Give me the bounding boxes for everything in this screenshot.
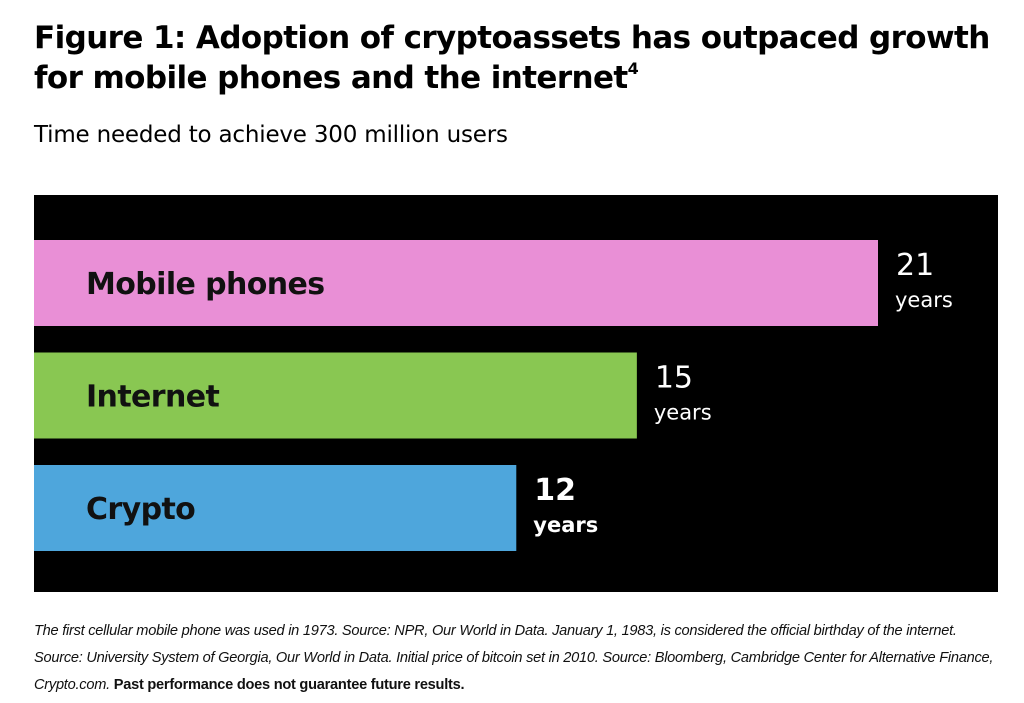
bar-chart: Mobile phones 21 years Internet 15 years Crypt… <box>34 195 998 592</box>
figure-title: Figure 1: Adoption of cryptoassets has o… <box>34 18 1014 98</box>
value-label-crypto: 12 <box>534 473 576 508</box>
footnote-reference: 4 <box>627 59 639 78</box>
category-label-mobile-phones: Mobile phones <box>86 267 325 302</box>
bar-internet <box>34 352 637 439</box>
footnote: The first cellular mobile phone was used… <box>34 618 1009 699</box>
bars-layer: Mobile phones 21 years Internet 15 years Crypt… <box>34 240 953 551</box>
disclaimer: Past performance does not guarantee futu… <box>113 677 465 693</box>
value-label-mobile-phones: 21 <box>896 248 934 283</box>
value-label-internet: 15 <box>655 361 693 396</box>
category-label-crypto: Crypto <box>86 492 195 527</box>
bar-mobile-phones <box>34 240 878 326</box>
footnote-sources: The first cellular mobile phone was used… <box>34 623 994 693</box>
bar-crypto <box>34 465 517 551</box>
value-unit-crypto: years <box>533 513 598 537</box>
figure-subtitle: Time needed to achieve 300 million users <box>34 122 508 148</box>
value-unit-internet: years <box>654 401 712 425</box>
figure-title-text: Figure 1: Adoption of cryptoassets has o… <box>34 20 990 96</box>
category-label-internet: Internet <box>86 380 220 415</box>
value-unit-mobile-phones: years <box>895 288 953 312</box>
